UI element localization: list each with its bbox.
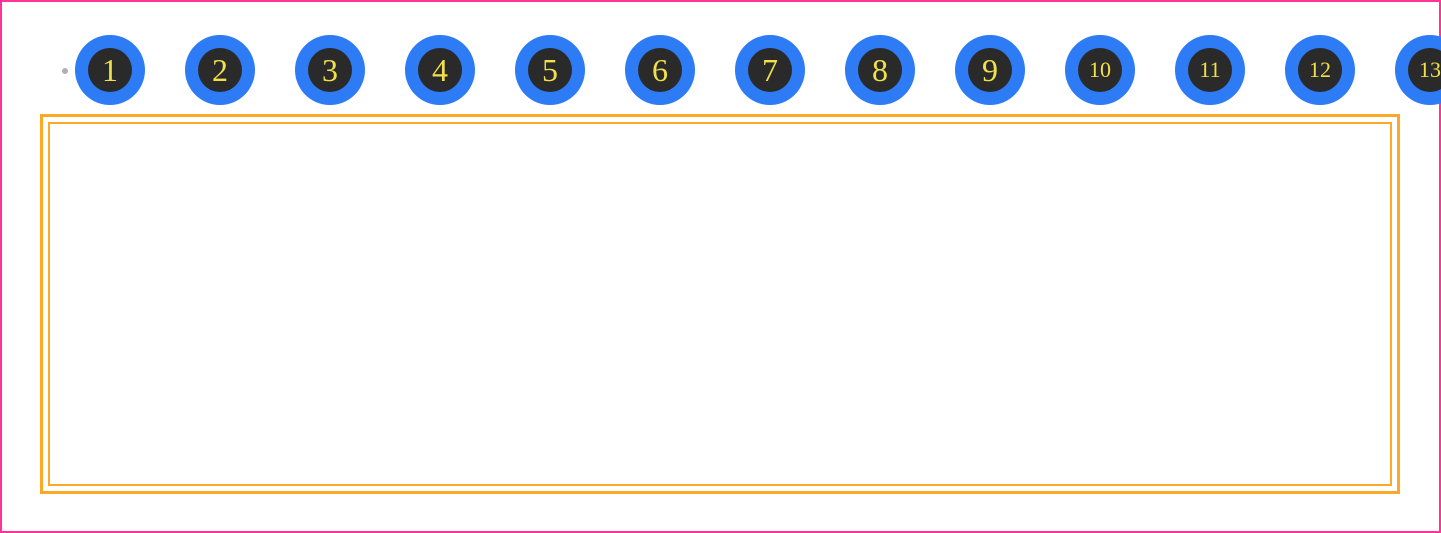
pin-label: 9 — [982, 52, 998, 89]
origin-marker — [62, 68, 68, 74]
pin-9: 9 — [955, 35, 1025, 105]
pin-label: 7 — [762, 52, 778, 89]
pin-label: 2 — [212, 52, 228, 89]
pin-label: 3 — [322, 52, 338, 89]
pin-8: 8 — [845, 35, 915, 105]
pin-12: 12 — [1285, 35, 1355, 105]
pin-7: 7 — [735, 35, 805, 105]
pin-5: 5 — [515, 35, 585, 105]
pin-2: 2 — [185, 35, 255, 105]
pin-label: 4 — [432, 52, 448, 89]
silkscreen-outline-inner — [48, 122, 1392, 486]
pin-label: 13 — [1419, 57, 1441, 83]
pin-6: 6 — [625, 35, 695, 105]
pin-13: 13 — [1395, 35, 1441, 105]
pin-4: 4 — [405, 35, 475, 105]
pin-row: 1 2 3 4 5 6 7 8 9 10 — [75, 35, 1441, 105]
pin-1: 1 — [75, 35, 145, 105]
pin-label: 11 — [1199, 57, 1220, 83]
pin-3: 3 — [295, 35, 365, 105]
pin-label: 10 — [1089, 57, 1111, 83]
pin-label: 12 — [1309, 57, 1331, 83]
pin-11: 11 — [1175, 35, 1245, 105]
pin-10: 10 — [1065, 35, 1135, 105]
pin-label: 1 — [102, 52, 118, 89]
pin-label: 8 — [872, 52, 888, 89]
pin-label: 6 — [652, 52, 668, 89]
pin-label: 5 — [542, 52, 558, 89]
